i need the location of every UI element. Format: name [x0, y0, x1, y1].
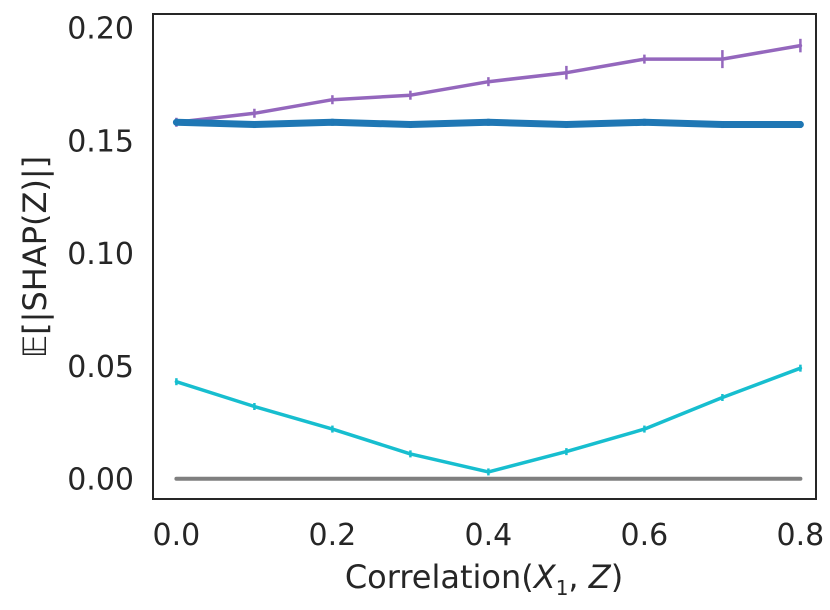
- x-axis-label: Correlation(X1, Z): [345, 558, 623, 600]
- y-tick-label: 0.10: [67, 237, 134, 272]
- series-line-cyan: [174, 366, 803, 474]
- y-tick-label: 0.20: [67, 12, 134, 47]
- y-tick-label: 0.15: [67, 124, 134, 159]
- y-tick-label: 0.00: [67, 463, 134, 498]
- series-layer: [172, 38, 804, 481]
- x-tick-label: 0.8: [777, 518, 825, 553]
- plot-frame: [152, 13, 817, 500]
- y-axis-label: 𝔼[|SHAP(Z)|]: [16, 156, 54, 358]
- x-tick-label: 0.0: [153, 518, 201, 553]
- x-tick-label: 0.4: [465, 518, 513, 553]
- x-tick-label: 0.6: [621, 518, 669, 553]
- y-tick-label: 0.05: [67, 350, 134, 385]
- x-tick-label: 0.2: [309, 518, 357, 553]
- ticks-layer: 0.0 0.2 0.4 0.6 0.8 0.00 0.05 0.10 0.15 0.20: [67, 12, 824, 553]
